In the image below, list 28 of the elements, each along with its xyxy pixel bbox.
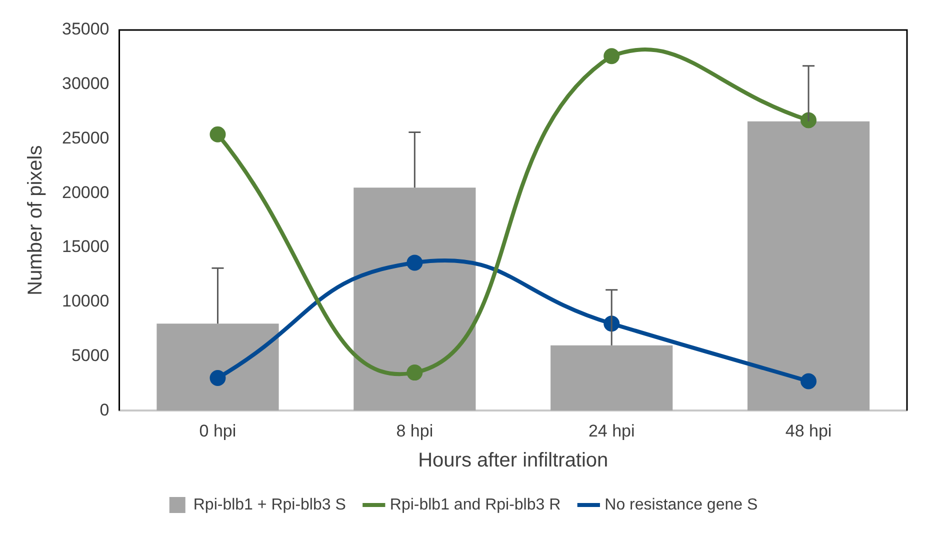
y-tick-label: 5000 — [71, 346, 110, 365]
point — [210, 370, 226, 386]
bar — [550, 345, 673, 411]
point — [800, 373, 817, 390]
y-tick-label: 25000 — [62, 128, 110, 148]
x-tick-label: 48 hpi — [785, 421, 832, 440]
point — [210, 126, 226, 142]
x-tick-label: 0 hpi — [199, 421, 236, 440]
legend-label: No resistance gene S — [604, 496, 758, 514]
y-axis-title: Number of pixels — [24, 145, 47, 296]
y-tick-label: 35000 — [62, 20, 110, 39]
bar — [354, 188, 476, 411]
bar — [156, 324, 279, 411]
point — [604, 48, 620, 64]
bar — [747, 121, 870, 411]
y-tick-label: 0 — [100, 400, 110, 420]
x-axis-title: Hours after infiltration — [418, 450, 608, 472]
legend-label: Rpi-blb1 and Rpi-blb3 R — [390, 496, 561, 514]
y-tick-label: 30000 — [62, 74, 110, 94]
y-tick-label: 20000 — [62, 182, 110, 202]
point — [406, 254, 423, 271]
x-tick-label: 8 hpi — [396, 421, 434, 440]
point — [406, 364, 423, 381]
point — [800, 112, 817, 128]
x-tick-label: 24 hpi — [588, 421, 635, 440]
legend-label: Rpi-blb1 + Rpi-blb3 S — [193, 496, 346, 514]
y-tick-label: 10000 — [62, 292, 110, 311]
y-tick-label: 15000 — [62, 237, 110, 256]
